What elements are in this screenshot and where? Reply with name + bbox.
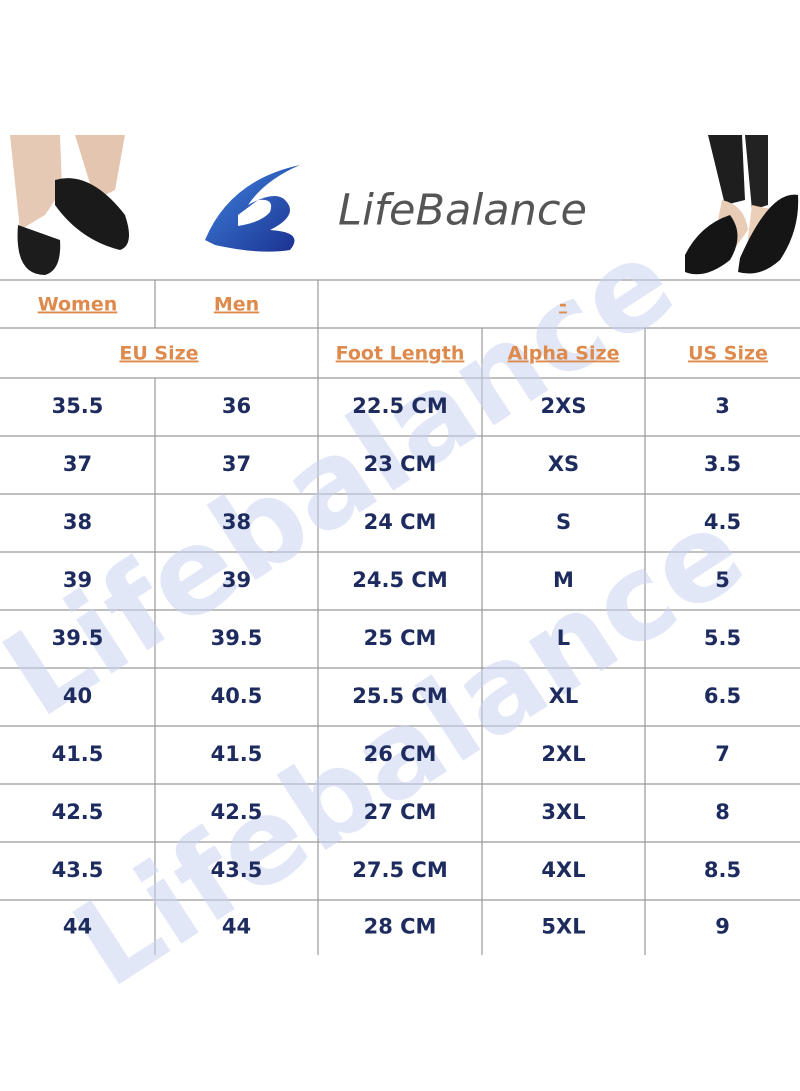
table-cell: 25.5 CM [352,684,447,708]
table-cell: 28 CM [364,915,437,939]
table-cell: 37 [222,452,251,476]
table-cell: 3XL [541,800,585,824]
table-cell: 8 [715,800,730,824]
table-cell: 44 [222,915,251,939]
table-cell: 9 [715,915,730,939]
header-cell: Alpha Size [508,343,620,365]
table-cell: 7 [715,742,730,766]
table-cell: 5 [715,568,730,592]
table-cell: 44 [63,915,92,939]
table-cell: 36 [222,394,251,418]
table-cell: 27.5 CM [352,858,447,882]
table-cell: 23 CM [364,452,437,476]
table-cell: L [557,626,570,650]
table-cell: 24.5 CM [352,568,447,592]
table-cell: 24 CM [364,510,437,534]
table-cell: 40.5 [211,684,263,708]
table-cell: 42.5 [52,800,104,824]
table-cell: 38 [63,510,92,534]
header-cell: - [559,294,567,316]
header-cell: Foot Length [336,343,465,365]
table-cell: S [556,510,571,534]
header-cell: EU Size [119,343,198,365]
table-cell: XL [549,684,579,708]
table-text: Women Men - EU Size Foot Length Alpha Size US … [38,294,768,939]
left-photo [10,135,129,275]
table-cell: 43.5 [52,858,104,882]
table-cell: 43.5 [211,858,263,882]
table-cell: 3 [715,394,730,418]
table-cell: 22.5 CM [352,394,447,418]
table-cell: 26 CM [364,742,437,766]
right-photo [685,135,799,275]
table-cell: 39 [222,568,251,592]
table-cell: XS [548,452,579,476]
table-cell: 25 CM [364,626,437,650]
table-cell: 2XS [541,394,587,418]
logo [205,165,300,252]
table-cell: 4.5 [704,510,741,534]
table-cell: 41.5 [211,742,263,766]
table-cell: 3.5 [704,452,741,476]
table-cell: 38 [222,510,251,534]
brand-name: LifeBalance [338,186,587,236]
table-cell: 35.5 [52,394,104,418]
header-cell: Men [214,294,259,316]
table-cell: 5.5 [704,626,741,650]
table-grid [0,279,800,955]
table-cell: 40 [63,684,92,708]
table-cell: 37 [63,452,92,476]
table-cell: 5XL [541,915,585,939]
table-cell: 27 CM [364,800,437,824]
header-cell: Women [38,294,118,316]
table-cell: 39.5 [211,626,263,650]
header-cell: US Size [688,343,768,365]
table-cell: 2XL [541,742,585,766]
table-cell: 41.5 [52,742,104,766]
table-cell: 8.5 [704,858,741,882]
table-cell: M [553,568,574,592]
table-cell: 39.5 [52,626,104,650]
table-cell: 6.5 [704,684,741,708]
table-cell: 39 [63,568,92,592]
table-cell: 4XL [541,858,585,882]
table-cell: 42.5 [211,800,263,824]
